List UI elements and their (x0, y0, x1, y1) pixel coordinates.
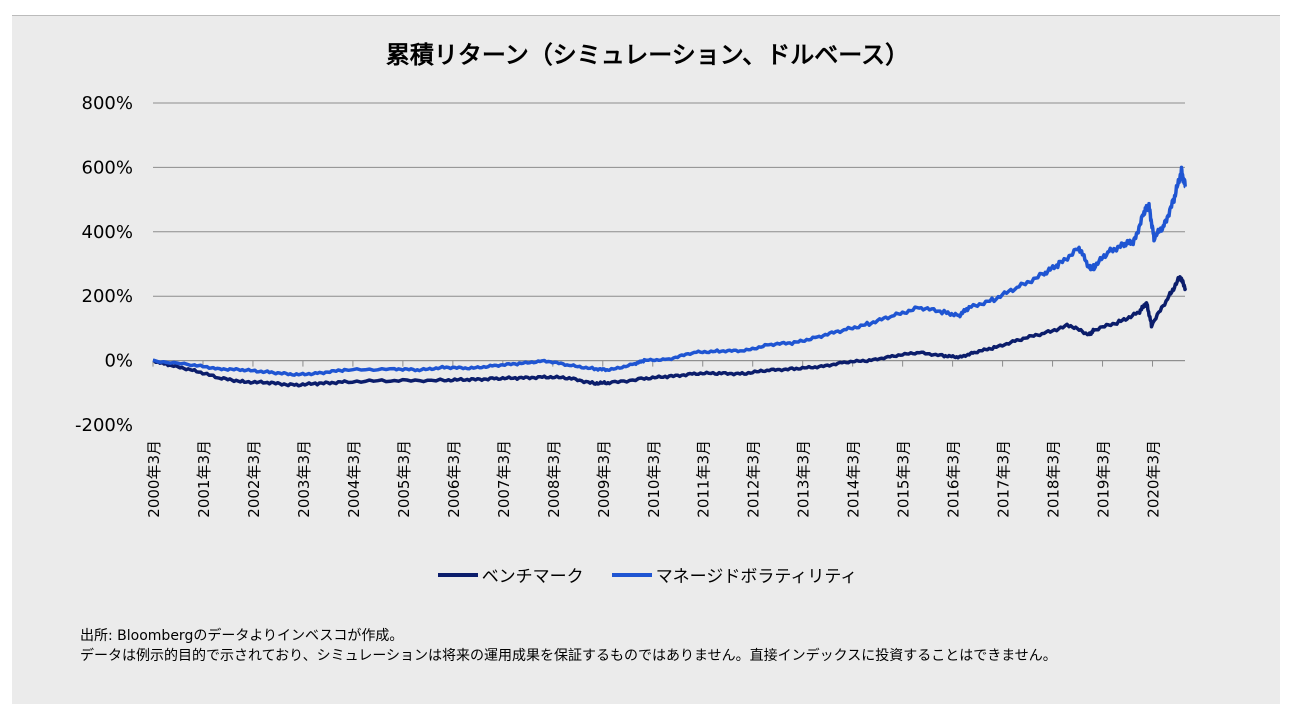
y-tick-label: 400% (82, 222, 133, 243)
x-tick-label: 2006年3月 (445, 440, 463, 518)
y-tick-label: -200% (75, 415, 133, 436)
series-line-managed-volatility (152, 165, 1187, 377)
x-tick-label: 2020年3月 (1145, 440, 1163, 518)
y-tick-label: 800% (82, 93, 133, 114)
x-tick-label: 2013年3月 (795, 440, 813, 518)
legend: ベンチマーク マネージドボラティリティ (0, 562, 1295, 587)
legend-item-managed-volatility: マネージドボラティリティ (611, 562, 858, 587)
legend-swatch (437, 572, 478, 577)
y-tick-label: 0% (104, 351, 133, 372)
x-tick-label: 2005年3月 (395, 440, 413, 518)
x-tick-label: 2001年3月 (195, 440, 213, 518)
x-tick-label: 2010年3月 (645, 440, 663, 518)
x-tick-label: 2003年3月 (295, 440, 313, 518)
x-tick-label: 2000年3月 (145, 440, 163, 518)
x-tick-label: 2019年3月 (1095, 440, 1113, 518)
x-tick-label: 2016年3月 (945, 440, 963, 518)
x-tick-label: 2007年3月 (495, 440, 513, 518)
x-tick-label: 2004年3月 (345, 440, 363, 518)
source-note: 出所: Bloombergのデータよりインベスコが作成。 (80, 628, 404, 644)
legend-swatch (611, 572, 652, 577)
y-tick-label: 200% (82, 286, 133, 307)
series-line-benchmark (152, 275, 1188, 388)
y-tick-label: 600% (82, 157, 133, 178)
x-tick-label: 2002年3月 (245, 440, 263, 518)
legend-item-benchmark: ベンチマーク (437, 562, 584, 587)
footnotes: 出所: Bloombergのデータよりインベスコが作成。 データは例示的目的で示… (80, 626, 1057, 666)
x-tick-label: 2009年3月 (595, 440, 613, 518)
disclaimer-note: データは例示的目的で示されており、シミュレーションは将来の運用成果を保証するもの… (80, 648, 1057, 664)
legend-label: マネージドボラティリティ (655, 567, 858, 587)
x-tick-label: 2014年3月 (845, 440, 863, 518)
x-tick-label: 2015年3月 (895, 440, 913, 518)
x-tick-label: 2012年3月 (745, 440, 763, 518)
x-tick-label: 2011年3月 (695, 440, 713, 518)
chart-title: 累積リターン（シミュレーション、ドルベース） (385, 41, 910, 69)
x-tick-label: 2018年3月 (1045, 440, 1063, 518)
x-tick-label: 2008年3月 (545, 440, 563, 518)
legend-label: ベンチマーク (481, 567, 584, 587)
x-tick-label: 2017年3月 (995, 440, 1013, 518)
